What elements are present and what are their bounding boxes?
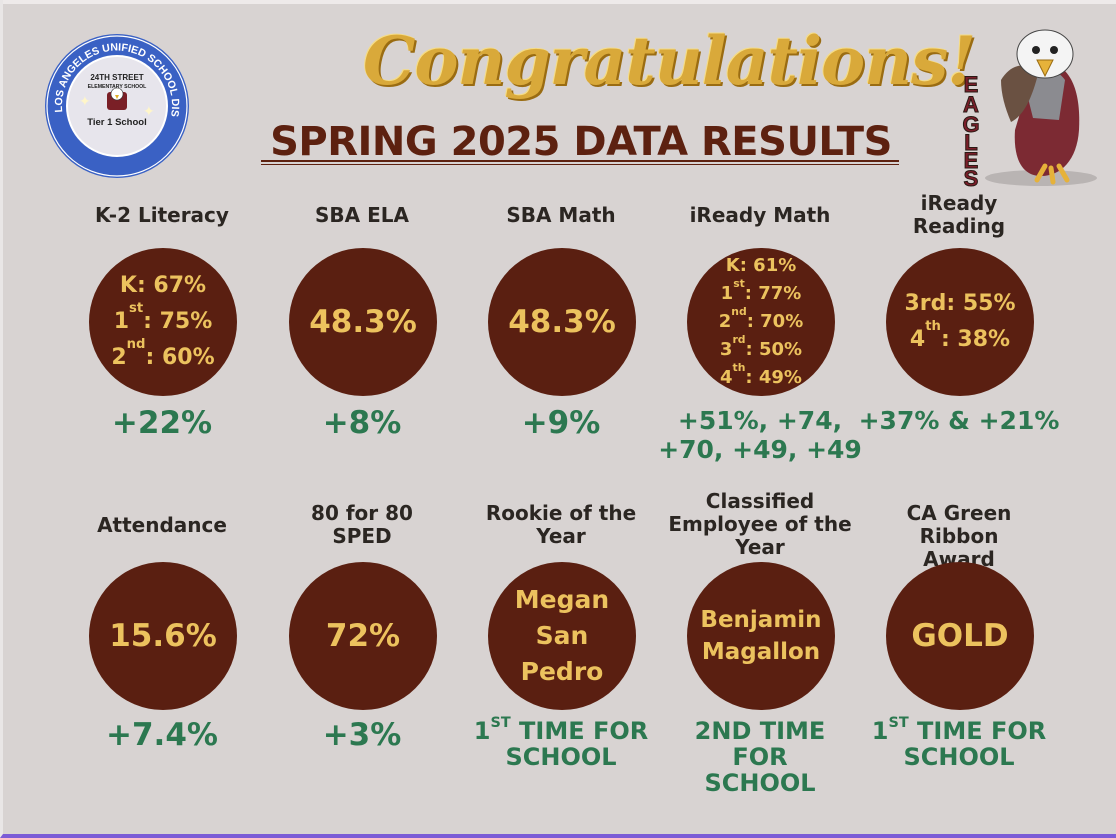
metric-label: SBA ELA	[315, 203, 409, 227]
metric-value-circle: 48.3%	[289, 248, 437, 396]
metric-label: 80 for 80 SPED	[311, 501, 413, 548]
metric-value-circle: Megan San Pedro	[488, 562, 636, 710]
metric-label: CA Green Ribbon Award	[906, 501, 1012, 571]
svg-text:S: S	[964, 166, 979, 190]
seal-school-line1: 24TH STREET	[90, 73, 143, 82]
metric-label: SBA Math	[506, 203, 616, 227]
metric-label: Classified Employee of the Year	[668, 489, 852, 559]
metric-value-circle: 3rd: 55% 4th: 38%	[886, 248, 1034, 396]
svg-text:L: L	[964, 130, 977, 155]
metric-change: +7.4%	[106, 717, 218, 753]
seal-school-line2: ELEMENTARY SCHOOL	[88, 84, 148, 90]
metric-change: +9%	[521, 405, 601, 441]
metric-change: +3%	[322, 717, 402, 753]
eagle-mascot-icon: E A G L E S	[962, 29, 1097, 190]
title-underline	[261, 160, 899, 162]
sparkle-icon: ✦	[143, 104, 155, 120]
metric-value-circle: K: 61% 1st: 77% 2nd: 70% 3rd: 50% 4th: 49%	[687, 248, 835, 396]
metric-value-circle: 48.3%	[488, 248, 636, 396]
metric-change: +51%, +74, +70, +49, +49	[658, 406, 862, 464]
metric-change: 2ND TIME FOR SCHOOL	[694, 717, 826, 797]
svg-text:G: G	[962, 112, 979, 137]
metric-label: iReady Reading	[912, 191, 1006, 238]
top-strip	[3, 0, 1116, 4]
sparkle-icon: ✦	[79, 94, 91, 110]
svg-text:A: A	[963, 92, 979, 117]
metric-value-circle: 72%	[289, 562, 437, 710]
page-title: SPRING 2025 DATA RESULTS	[270, 119, 892, 165]
metric-value-circle: 15.6%	[89, 562, 237, 710]
metric-label: Attendance	[97, 513, 227, 537]
metric-value-circle: GOLD	[886, 562, 1034, 710]
metric-change: 1ST TIME FOR SCHOOL	[473, 715, 649, 771]
svg-text:E: E	[964, 148, 979, 173]
metric-change: +37% & +21%	[858, 406, 1060, 435]
title-underline	[261, 164, 899, 165]
metric-value-circle: Benjamin Magallon	[687, 562, 835, 710]
seal-tier: Tier 1 School	[87, 117, 146, 128]
congratulations-title: Congratulations!	[363, 22, 976, 100]
svg-text:E: E	[964, 72, 979, 97]
district-seal-logo: LOS ANGELES UNIFIED SCHOOL DISTRICT 24TH…	[43, 32, 189, 178]
metric-label: Rookie of the Year	[485, 501, 637, 548]
metric-change: 1ST TIME FOR SCHOOL	[871, 715, 1047, 771]
metric-label: iReady Math	[689, 203, 831, 227]
metric-change: +8%	[322, 405, 402, 441]
metric-value-circle: K: 67% 1st: 75% 2nd: 60%	[89, 248, 237, 396]
metric-label: K-2 Literacy	[95, 203, 229, 227]
seal-eagle-icon	[107, 87, 127, 110]
metric-change: +22%	[111, 405, 213, 441]
